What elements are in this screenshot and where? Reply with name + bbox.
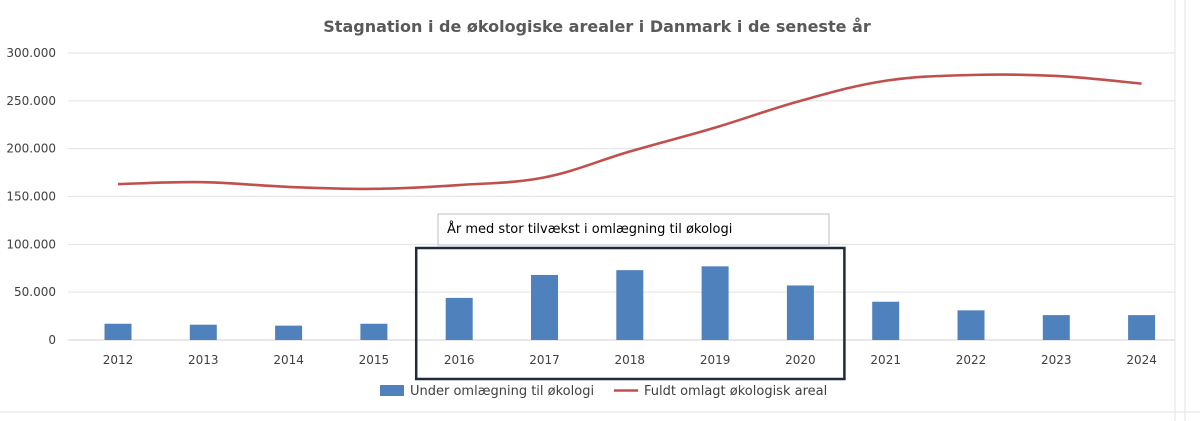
- bar: [701, 266, 729, 340]
- y-tick-label: 200.000: [6, 142, 56, 156]
- x-tick-label: 2014: [273, 353, 304, 367]
- line-series: [117, 73, 1142, 191]
- bar-series: [104, 266, 1156, 340]
- bar: [616, 270, 644, 340]
- x-tick-label: 2021: [870, 353, 901, 367]
- annotation-label-box: [437, 213, 830, 246]
- bar: [1042, 315, 1070, 340]
- y-tick-label: 300.000: [6, 46, 56, 60]
- x-tick-label: 2020: [785, 353, 816, 367]
- x-tick-label: 2013: [188, 353, 219, 367]
- highlight-box: [414, 246, 846, 381]
- x-tick-label: 2018: [615, 353, 646, 367]
- y-axis: 0 50.000 100.000 150.000 200.000 250.000 300.0…: [6, 46, 56, 347]
- bar: [275, 325, 303, 340]
- bar: [957, 310, 985, 340]
- legend-bar-swatch: [380, 385, 404, 396]
- y-tick-label: 0: [48, 333, 56, 347]
- chart-title: Stagnation i de økologiske arealer i Dan…: [323, 17, 871, 36]
- legend-label-bars: Under omlægning til økologi: [410, 384, 594, 399]
- x-tick-label: 2023: [1041, 353, 1072, 367]
- y-tick-label: 100.000: [6, 237, 56, 251]
- x-tick-label: 2017: [529, 353, 560, 367]
- bar: [360, 323, 388, 340]
- legend-label-line: Fuldt omlagt økologisk areal: [644, 384, 827, 399]
- bar: [445, 297, 473, 340]
- bar: [786, 285, 814, 340]
- y-tick-label: 50.000: [14, 285, 56, 299]
- annotation-label: År med stor tilvækst i omlægning til øko…: [447, 221, 732, 237]
- x-tick-label: 2016: [444, 353, 475, 367]
- bar: [189, 324, 217, 340]
- series-line: [117, 73, 1142, 191]
- x-tick-label: 2024: [1126, 353, 1157, 367]
- bar: [531, 274, 558, 340]
- x-tick-label: 2015: [359, 353, 390, 367]
- annotation: År med stor tilvækst i omlægning til øko…: [414, 213, 846, 381]
- y-tick-label: 150.000: [6, 190, 56, 204]
- x-axis: 2012 2013 2014 2015 2016 2017 2018 2019 2020 2021…: [103, 353, 1157, 367]
- bar: [872, 301, 900, 340]
- x-tick-label: 2022: [956, 353, 987, 367]
- x-tick-label: 2012: [103, 353, 134, 367]
- legend: Under omlægning til økologi Fuldt omlagt …: [380, 384, 827, 399]
- bar: [104, 323, 132, 340]
- x-tick-label: 2019: [700, 353, 731, 367]
- bar: [1128, 315, 1156, 340]
- y-tick-label: 250.000: [6, 94, 56, 108]
